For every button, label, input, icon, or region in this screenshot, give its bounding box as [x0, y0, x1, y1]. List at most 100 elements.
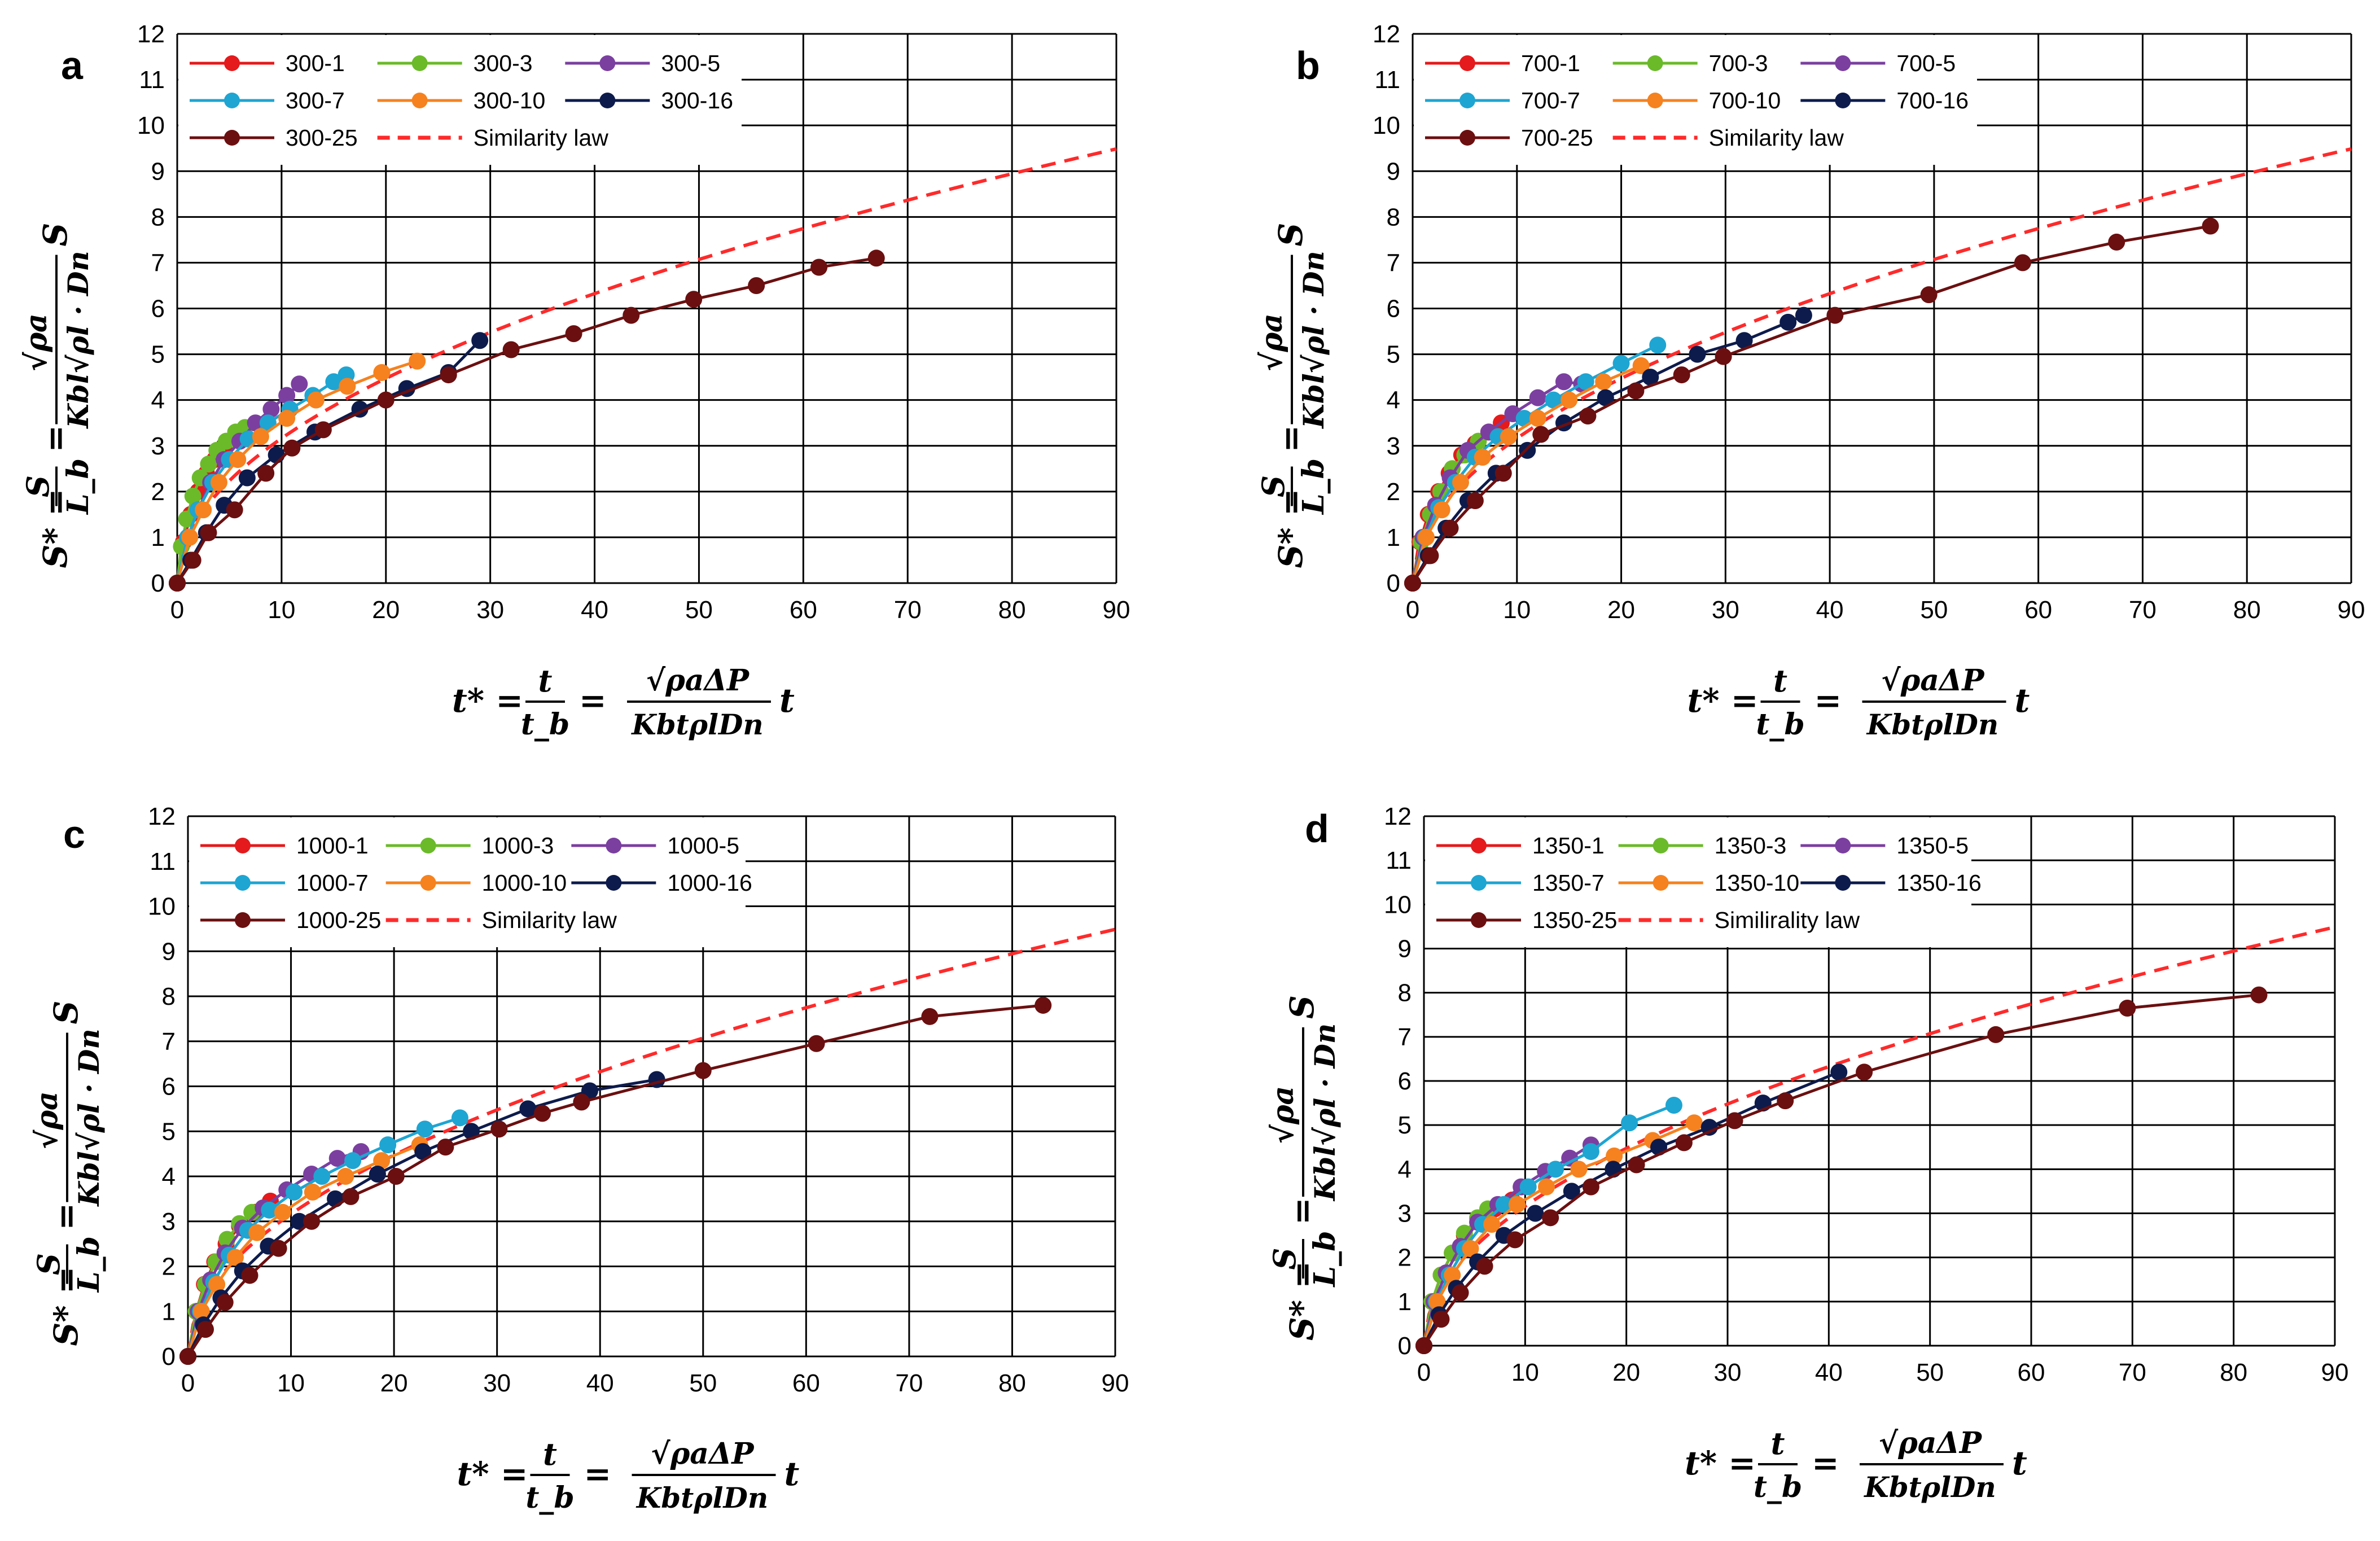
data-point [195, 501, 212, 519]
legend-label: 700-25 [1521, 125, 1593, 151]
y-label-tail: S [47, 1001, 85, 1025]
x-tick-label: 20 [372, 596, 400, 624]
data-point [1606, 1147, 1623, 1164]
data-point [1579, 408, 1597, 425]
data-point [184, 551, 201, 569]
y-tick-label: 1 [162, 1298, 176, 1325]
legend-label: 1000-1 [296, 833, 369, 859]
data-point [867, 249, 885, 267]
legend-label: 700-16 [1896, 87, 1969, 113]
y-tick-label: 4 [151, 387, 165, 414]
data-point [304, 1183, 321, 1201]
data-point [1642, 369, 1659, 386]
legend-label: 1350-1 [1532, 833, 1605, 859]
x-label-frac2-num: √ρaΔP [1879, 1426, 1983, 1460]
y-tick-label: 5 [162, 1118, 176, 1145]
y-label-frac2-num: √ρa [19, 313, 54, 371]
x-tick-label: 30 [476, 596, 504, 624]
data-point [1856, 1063, 1873, 1081]
data-point [238, 469, 256, 487]
legend-item: 300-7 [190, 87, 345, 113]
y-tick-label: 8 [1398, 979, 1412, 1007]
legend-marker [1471, 875, 1487, 891]
y-tick-label: 9 [151, 157, 165, 185]
y-tick-label: 5 [1387, 341, 1400, 369]
data-point [1689, 345, 1706, 363]
data-point [2119, 1000, 2136, 1017]
data-point [278, 410, 296, 427]
legend-marker [606, 875, 622, 891]
y-label-frac1-num: S [30, 1253, 67, 1275]
y-tick-label: 4 [1387, 387, 1400, 414]
legend-label: Similarity law [1709, 125, 1844, 151]
data-point [414, 1143, 432, 1161]
data-point [1673, 366, 1690, 384]
data-point [921, 1008, 939, 1025]
data-point [229, 451, 247, 469]
x-tick-label: 10 [1503, 596, 1531, 624]
data-point [268, 446, 285, 463]
series-1000-25 [179, 996, 1052, 1365]
data-point [1826, 307, 1844, 324]
data-point [184, 487, 201, 505]
legend-item: 300-3 [377, 50, 533, 76]
legend-marker [1835, 93, 1851, 108]
y-tick-label: 7 [151, 249, 165, 277]
data-point [248, 1224, 266, 1241]
x-tick-label: 30 [1712, 596, 1739, 624]
legend-marker [1653, 875, 1669, 891]
data-point [1418, 528, 1435, 546]
y-tick-label: 1 [151, 524, 165, 551]
data-point [278, 387, 296, 404]
data-point [623, 307, 640, 324]
x-label-lhs: t* = [457, 1455, 528, 1493]
data-point [1529, 389, 1546, 406]
data-point [313, 1168, 331, 1185]
data-point [337, 1168, 354, 1185]
data-point [1628, 1156, 1645, 1174]
y-tick-label: 8 [151, 203, 165, 231]
data-point [502, 341, 520, 358]
data-point [387, 1168, 405, 1185]
data-point [1612, 354, 1630, 372]
legend-marker [1459, 93, 1475, 108]
x-axis-label: t* = t t_b = √ρaΔP KbtρlDn t [1688, 663, 2030, 742]
x-label-tail: t [784, 1455, 800, 1493]
legend-label: 700-7 [1521, 87, 1580, 113]
x-label-eq: = [584, 1455, 612, 1493]
data-point [1500, 428, 1517, 445]
data-point [2108, 233, 2125, 251]
y-tick-label: 11 [139, 66, 165, 94]
x-axis-label: t* = t t_b = √ρaΔP KbtρlDn t [457, 1436, 800, 1515]
y-tick-label: 9 [1398, 935, 1412, 963]
y-tick-label: 0 [1387, 570, 1400, 597]
y-label-frac1-num: S [1266, 1248, 1303, 1270]
x-label-lhs: t* = [452, 681, 523, 720]
legend-item: 300-16 [565, 87, 733, 113]
data-point [1555, 373, 1572, 391]
legend-item: 700-7 [1425, 87, 1580, 113]
legend-item: 1000-7 [200, 870, 369, 896]
data-point [1495, 1196, 1513, 1213]
data-point [409, 352, 426, 370]
data-point [1519, 1178, 1537, 1196]
data-point [1527, 1205, 1544, 1222]
legend-item: 1000-10 [385, 870, 567, 896]
data-point [339, 378, 356, 395]
x-tick-label: 30 [483, 1369, 511, 1397]
x-tick-label: 70 [895, 1369, 923, 1397]
data-point [416, 1120, 433, 1138]
legend-item: 300-10 [377, 87, 545, 113]
series-line [186, 1150, 362, 1357]
y-tick-label: 8 [162, 983, 176, 1010]
y-tick-label: 2 [1398, 1244, 1412, 1272]
data-point [490, 1120, 508, 1138]
legend-item: 700-5 [1800, 50, 1956, 76]
y-tick-label: 7 [162, 1028, 176, 1056]
panel-letter: c [63, 812, 85, 856]
x-tick-label: 20 [380, 1369, 408, 1397]
data-point [1700, 1119, 1718, 1136]
data-point [808, 1035, 825, 1052]
legend-marker [235, 838, 251, 853]
